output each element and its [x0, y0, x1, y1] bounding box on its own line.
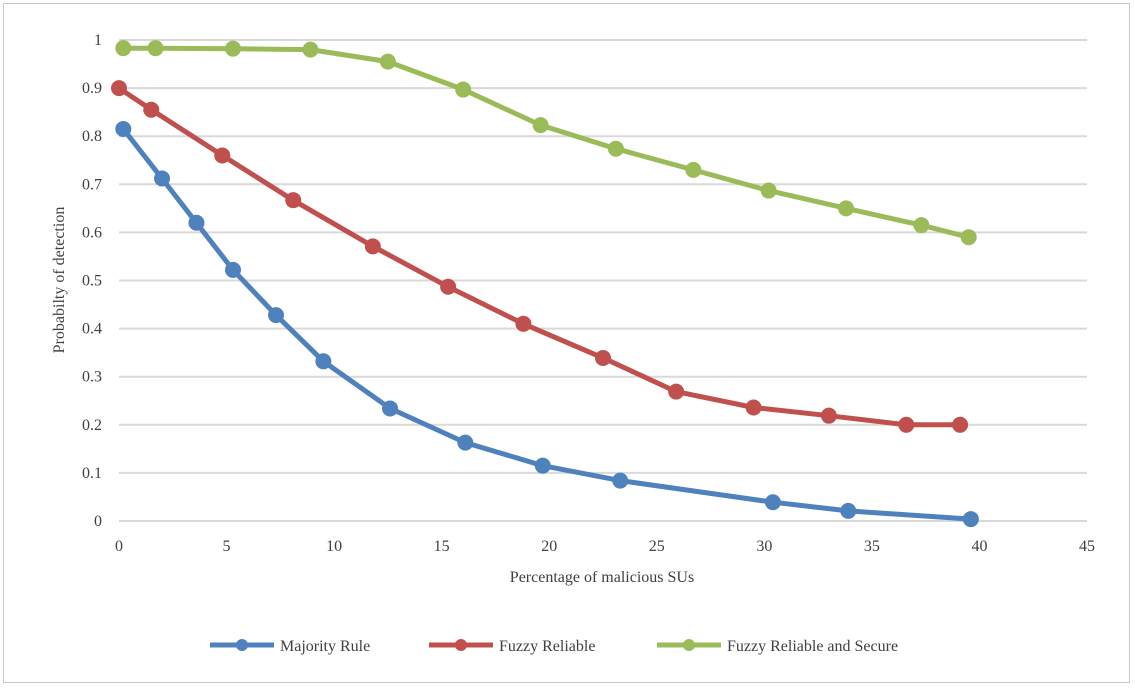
data-point	[898, 416, 915, 433]
data-point	[685, 161, 702, 178]
data-point	[913, 217, 930, 234]
gridlines	[119, 39, 1087, 522]
data-point	[302, 41, 319, 58]
x-tick-label: 5	[223, 538, 231, 555]
data-point	[962, 511, 979, 528]
y-tick-label: 0.4	[82, 321, 102, 338]
data-point	[382, 400, 399, 417]
x-tick-label: 35	[864, 538, 880, 555]
data-point	[111, 80, 127, 97]
x-tick-label: 15	[434, 538, 450, 555]
data-point	[840, 502, 857, 519]
legend-label: Fuzzy Reliable and Secure	[727, 638, 898, 655]
x-tick-label: 10	[326, 538, 342, 555]
series-majority-rule	[115, 120, 979, 528]
data-point	[457, 434, 474, 451]
legend-swatch-marker	[455, 639, 467, 651]
x-tick-label: 40	[971, 538, 987, 555]
data-point	[225, 261, 242, 278]
data-point	[285, 192, 302, 209]
legend-item: Majority Rule	[210, 638, 370, 655]
y-tick-label: 0.7	[82, 176, 102, 193]
data-point	[225, 40, 242, 57]
data-point	[952, 416, 969, 433]
x-axis-title: Percentage of malicious SUs	[510, 569, 694, 586]
data-point	[143, 101, 160, 118]
data-point	[612, 472, 629, 489]
data-point	[760, 182, 777, 199]
x-tick-label: 25	[649, 538, 665, 555]
data-point	[154, 170, 171, 187]
x-axis-ticks: 0 5 10 15 20 25 30 35 40 45	[115, 538, 1095, 555]
y-tick-label: 0.2	[82, 417, 102, 434]
data-point	[379, 53, 396, 70]
y-axis-title: Probabilty of detection	[51, 207, 68, 354]
x-tick-label: 20	[541, 538, 557, 555]
legend-label: Fuzzy Reliable	[499, 638, 595, 655]
y-tick-label: 0	[94, 513, 102, 530]
data-point	[214, 147, 231, 164]
legend: Majority Rule Fuzzy Reliable Fuzzy Reliabl…	[210, 638, 898, 655]
legend-label: Majority Rule	[280, 638, 370, 655]
legend-item: Fuzzy Reliable	[429, 638, 595, 655]
y-tick-label: 0.9	[82, 80, 102, 97]
data-point	[534, 457, 551, 474]
x-tick-label: 0	[115, 538, 123, 555]
data-point	[115, 40, 132, 57]
data-point	[532, 117, 549, 134]
data-point	[315, 353, 332, 370]
data-point	[960, 229, 977, 246]
y-tick-label: 1	[94, 32, 102, 49]
series-fuzzy-reliable-and-secure	[115, 40, 977, 246]
y-tick-label: 0.5	[82, 273, 102, 290]
legend-item: Fuzzy Reliable and Secure	[657, 638, 898, 655]
y-tick-label: 0.6	[82, 224, 102, 241]
data-point	[455, 81, 472, 98]
series-layer	[111, 40, 979, 528]
y-tick-label: 0.3	[82, 369, 102, 386]
y-tick-label: 0.8	[82, 128, 102, 145]
data-point	[268, 307, 285, 324]
series-line	[116, 85, 963, 428]
x-tick-label: 45	[1079, 538, 1095, 555]
legend-swatch-marker	[236, 639, 248, 651]
x-tick-label: 30	[756, 538, 772, 555]
y-tick-label: 0.1	[82, 465, 102, 482]
data-point	[668, 383, 685, 400]
data-point	[440, 278, 457, 295]
data-point	[607, 140, 624, 157]
data-point	[764, 494, 781, 511]
data-point	[595, 349, 611, 366]
legend-swatch-marker	[683, 639, 695, 651]
series-fuzzy-reliable	[111, 80, 969, 433]
data-point	[188, 214, 205, 231]
y-axis-ticks: 0 0.1 0.2 0.3 0.4 0.5 0.6 0.7 0.8 0.9 1	[82, 32, 102, 530]
data-point	[838, 200, 855, 217]
data-point	[115, 120, 132, 137]
data-point	[147, 40, 164, 57]
data-point	[745, 399, 762, 416]
data-point	[515, 315, 532, 332]
data-point	[364, 238, 381, 255]
data-point	[820, 407, 837, 424]
